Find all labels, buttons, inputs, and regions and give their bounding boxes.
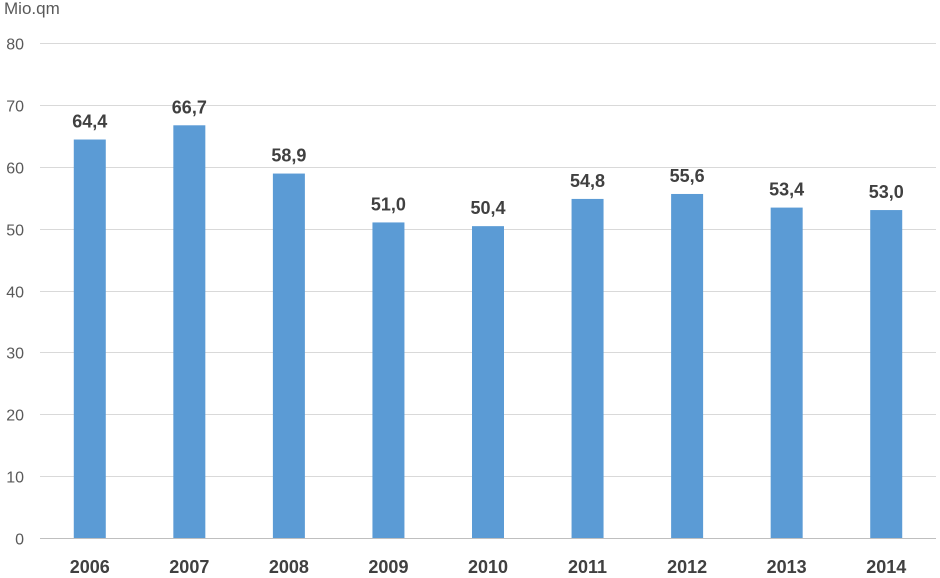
data-label-2013: 53,4	[769, 180, 804, 200]
x-tick-label-2011: 2011	[568, 557, 607, 577]
y-unit-label: Mio.qm	[4, 0, 60, 18]
x-tick-label-2012: 2012	[667, 557, 707, 577]
y-tick-label: 60	[6, 161, 24, 178]
bar-2008	[272, 173, 305, 538]
bar-2011	[571, 198, 604, 539]
bars	[73, 125, 903, 539]
x-tick-label-2006: 2006	[70, 557, 110, 577]
y-tick-label: 0	[15, 532, 24, 549]
data-label-2012: 55,6	[670, 166, 705, 186]
bar-2007	[173, 125, 206, 538]
y-tick-label: 10	[6, 470, 24, 487]
data-label-2010: 50,4	[470, 198, 505, 218]
data-labels: 64,4 66,7 58,9 51,0 50,4 54,8 55,6 53,4 53,0	[72, 97, 903, 218]
x-tick-label-2014: 2014	[866, 557, 906, 577]
data-label-2007: 66,7	[172, 97, 207, 117]
y-axis-ticks: 0 10 20 30 40 50 60 70 80	[6, 37, 24, 549]
data-label-2006: 64,4	[72, 112, 107, 132]
bar-2013	[770, 207, 803, 538]
bar-2009	[372, 222, 405, 538]
y-tick-label: 20	[6, 408, 24, 425]
y-tick-label: 30	[6, 346, 24, 363]
y-tick-label: 40	[6, 285, 24, 302]
data-label-2008: 58,9	[271, 146, 306, 166]
x-axis-ticks: 2006 2007 2008 2009 2010 2011 2012 2013 2014	[70, 557, 906, 577]
y-tick-label: 80	[6, 37, 24, 54]
y-tick-label: 50	[6, 223, 24, 240]
bar-2012	[671, 193, 704, 538]
data-label-2009: 51,0	[371, 194, 406, 214]
data-label-2014: 53,0	[869, 182, 904, 202]
x-tick-label-2007: 2007	[169, 557, 209, 577]
x-tick-label-2008: 2008	[269, 557, 309, 577]
x-tick-label-2013: 2013	[767, 557, 807, 577]
x-tick-label-2010: 2010	[468, 557, 508, 577]
y-tick-label: 70	[6, 99, 24, 116]
bar-2006	[73, 139, 106, 538]
x-tick-label-2009: 2009	[368, 557, 408, 577]
data-label-2011: 54,8	[570, 171, 605, 191]
bar-2010	[472, 226, 504, 538]
bar-2014	[870, 210, 903, 538]
